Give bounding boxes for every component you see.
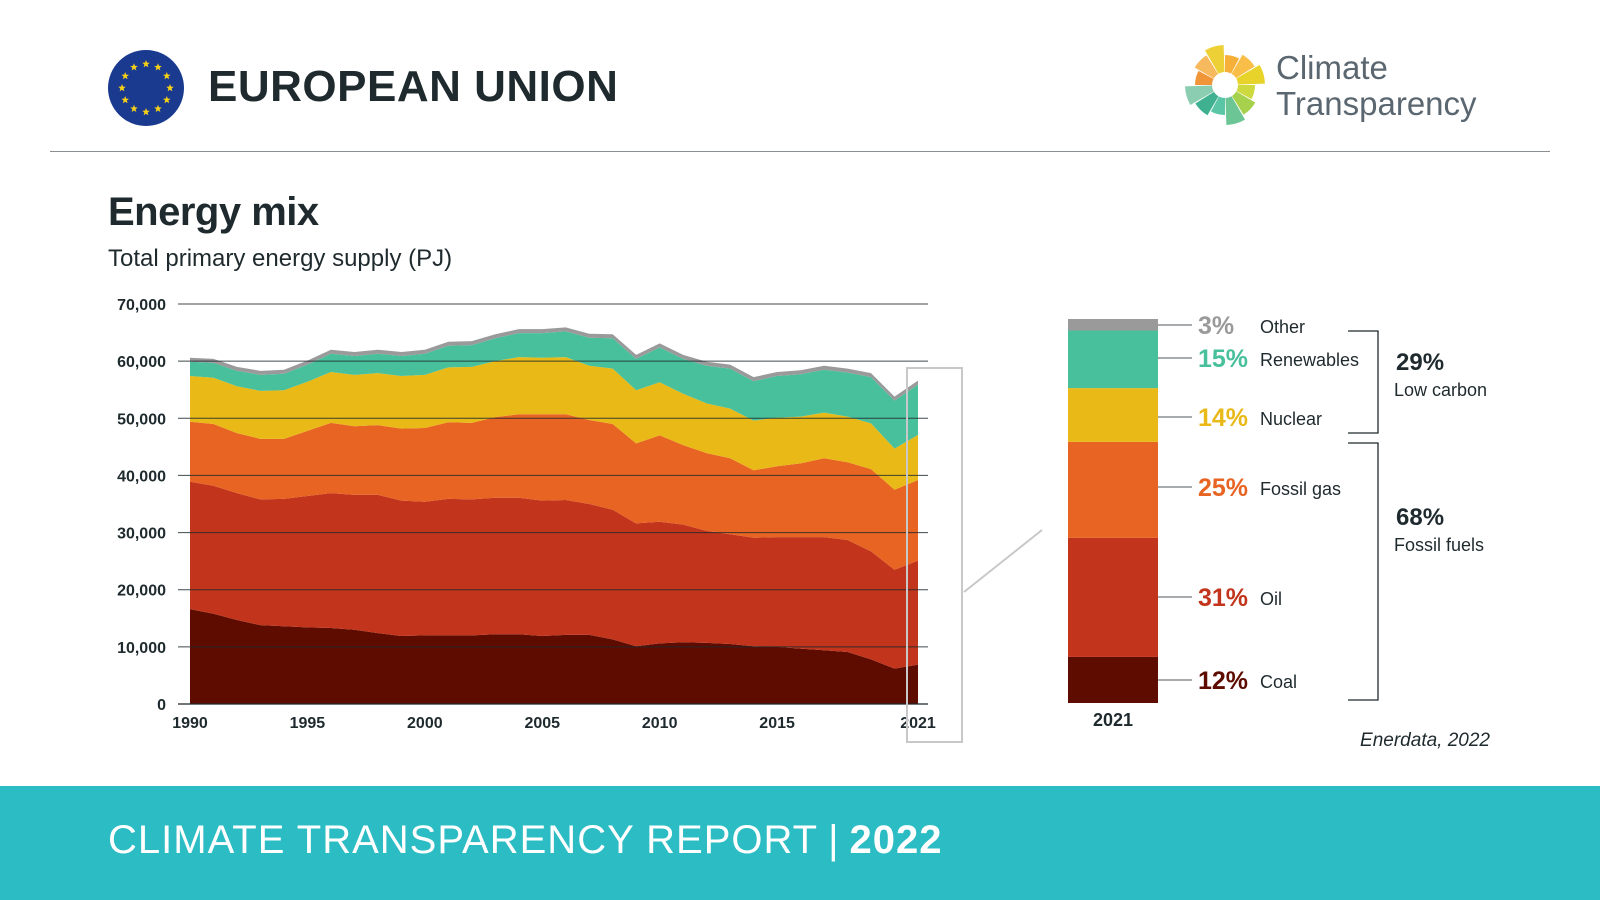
brand-name-line2: Transparency xyxy=(1276,85,1477,122)
group-share-value: 68% xyxy=(1396,504,1444,531)
y-tick-label: 10,000 xyxy=(117,640,166,657)
x-tick-label: 2005 xyxy=(524,715,560,732)
eu-star-icon xyxy=(162,72,171,80)
area-series-oil xyxy=(190,481,918,669)
share-name-renewables: Renewables xyxy=(1260,350,1359,370)
eu-star-icon xyxy=(142,108,150,116)
x-tick-label: 2021 xyxy=(900,715,936,732)
y-tick-label: 50,000 xyxy=(117,411,166,428)
share-bar-coal xyxy=(1068,656,1158,703)
eu-star-icon xyxy=(121,72,130,80)
footer-text: CLIMATE TRANSPARENCY REPORT | 2022 xyxy=(108,818,942,863)
eu-star-icon xyxy=(118,84,126,92)
group-bracket xyxy=(1348,442,1379,701)
group-share-name: Fossil fuels xyxy=(1394,535,1484,555)
share-bar-oil xyxy=(1068,537,1158,657)
x-tick-label: 2010 xyxy=(642,715,678,732)
footer-year: 2022 xyxy=(849,818,943,862)
report-footer: CLIMATE TRANSPARENCY REPORT | 2022 xyxy=(0,786,1600,900)
eu-star-icon xyxy=(142,60,150,68)
y-tick-label: 30,000 xyxy=(117,526,166,543)
section-title: Energy mix xyxy=(108,190,319,234)
y-tick-label: 0 xyxy=(157,697,166,714)
x-tick-label: 1990 xyxy=(172,715,208,732)
share-name-coal: Coal xyxy=(1260,672,1297,692)
area-series-nuclear xyxy=(190,357,918,490)
area-series-gas xyxy=(190,414,918,570)
footer-report-name: CLIMATE TRANSPARENCY REPORT xyxy=(108,818,819,862)
footer-separator: | xyxy=(828,818,840,862)
share-value-renewables: 15% xyxy=(1198,345,1248,373)
group-share-value: 29% xyxy=(1396,349,1444,376)
eu-star-icon xyxy=(154,63,162,71)
highlight-connector-line xyxy=(963,529,1043,593)
x-tick-label: 2000 xyxy=(407,715,443,732)
eu-star-icon xyxy=(121,96,130,104)
share-bar-gas xyxy=(1068,441,1158,538)
climate-transparency-logo-icon xyxy=(1185,45,1265,125)
group-share-name: Low carbon xyxy=(1394,380,1487,400)
group-bracket xyxy=(1348,330,1379,434)
eu-star-icon xyxy=(130,104,138,113)
y-tick-label: 20,000 xyxy=(117,583,166,600)
share-bar-category: 2021 xyxy=(1093,710,1133,730)
share-bar-other xyxy=(1068,319,1158,331)
share-bar-nuclear xyxy=(1068,388,1158,442)
share-value-nuclear: 14% xyxy=(1198,404,1248,432)
x-tick-label: 2015 xyxy=(759,715,795,732)
x-tick-label: 1995 xyxy=(290,715,326,732)
y-tick-label: 40,000 xyxy=(117,468,166,485)
country-name: EUROPEAN UNION xyxy=(208,62,619,111)
share-value-coal: 12% xyxy=(1198,667,1248,695)
share-bar-renewables xyxy=(1068,330,1158,389)
share-name-nuclear: Nuclear xyxy=(1260,409,1322,429)
brand-name-line1: Climate xyxy=(1276,49,1388,86)
share-name-other: Other xyxy=(1260,317,1305,337)
eu-star-icon xyxy=(130,63,138,71)
y-tick-label: 70,000 xyxy=(117,297,166,314)
share-value-oil: 31% xyxy=(1198,584,1248,612)
header-divider xyxy=(50,151,1550,152)
eu-star-icon xyxy=(154,104,162,113)
eu-star-icon xyxy=(166,84,174,92)
data-source: Enerdata, 2022 xyxy=(1360,730,1490,751)
report-header: EUROPEAN UNION Climate Transparency xyxy=(0,0,1600,152)
y-tick-label: 60,000 xyxy=(117,354,166,371)
area-series-coal xyxy=(190,609,918,704)
share-name-oil: Oil xyxy=(1260,589,1282,609)
eu-flag-icon xyxy=(108,50,184,126)
share-value-gas: 25% xyxy=(1198,474,1248,502)
chart-subtitle: Total primary energy supply (PJ) xyxy=(108,245,453,272)
highlight-2021-box xyxy=(906,367,963,743)
share-value-other: 3% xyxy=(1198,312,1234,340)
brand-name: Climate Transparency xyxy=(1276,50,1477,122)
share-name-gas: Fossil gas xyxy=(1260,479,1341,499)
eu-star-icon xyxy=(162,96,171,104)
energy-mix-chart: 0 10,000 20,000 30,000 40,000 50,000 60,000 70,… xyxy=(117,297,1487,743)
